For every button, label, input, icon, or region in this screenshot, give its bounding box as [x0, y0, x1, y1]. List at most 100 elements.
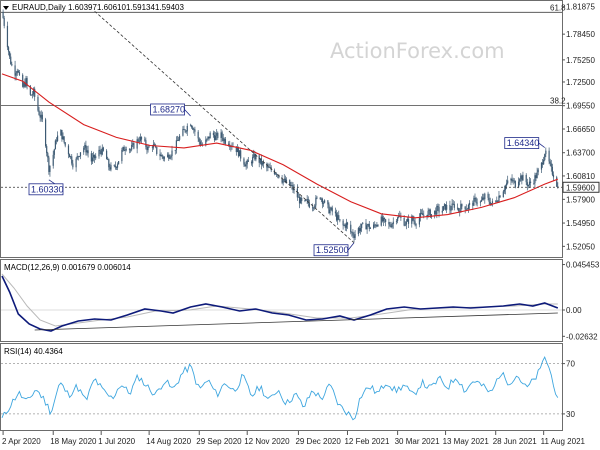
time-axis-label: 28 Jun 2021 — [493, 437, 538, 446]
candle-body — [71, 156, 73, 164]
price-axis-label: 1.81875 — [566, 3, 595, 12]
candle-body — [258, 155, 260, 163]
watermark: ActionForex.com — [330, 39, 505, 63]
price-axis-label: 1.78450 — [566, 30, 595, 39]
ema-path — [1, 73, 558, 219]
candle-body — [368, 223, 370, 229]
candle-body — [296, 188, 298, 198]
candle-body — [170, 156, 172, 158]
candle-body — [426, 214, 428, 217]
candle-body — [413, 220, 415, 222]
candle-body — [316, 197, 318, 199]
candle-body — [464, 206, 466, 210]
candle-body — [206, 138, 208, 140]
candle-body — [456, 207, 459, 209]
candle-body — [114, 165, 116, 168]
candle-body — [407, 218, 410, 224]
candle-body — [541, 162, 544, 165]
candle-body — [351, 232, 353, 234]
fib-levels: 61.8 38.2 — [1, 3, 566, 107]
candle-body — [319, 197, 321, 200]
candle-body — [502, 191, 504, 198]
candle-body — [184, 129, 186, 132]
price-axis-label: 1.63700 — [566, 149, 595, 158]
candle-body — [113, 165, 115, 166]
price-axis-label: 1.57900 — [566, 195, 595, 204]
candle-body — [549, 161, 551, 164]
price-axis-label: 1.75250 — [566, 56, 595, 65]
candle-body — [411, 216, 413, 224]
candle-body — [389, 224, 391, 227]
candle-body — [16, 70, 18, 74]
price-axis-label: 1.72500 — [566, 78, 595, 87]
time-axis: 2 Apr 2020 18 May 2020 1 Jul 2020 14 Aug 20… — [2, 431, 586, 446]
current-price-tag — [562, 181, 600, 193]
price-axis-label: 1.52050 — [566, 242, 595, 251]
time-axis-label: 2 Apr 2020 — [2, 437, 41, 446]
candle-body — [390, 226, 392, 228]
candle-body — [52, 154, 54, 166]
candle-body — [405, 221, 407, 225]
candle-body — [70, 156, 72, 158]
candle-body — [243, 158, 245, 165]
candle-body — [237, 147, 240, 157]
candle-body — [221, 132, 223, 138]
candle-body — [312, 207, 314, 209]
candle-body — [63, 136, 65, 143]
candle-body — [441, 210, 443, 213]
candle-body — [14, 65, 16, 76]
candle-body — [102, 147, 104, 151]
candle-body — [144, 139, 146, 141]
candle-body — [503, 189, 506, 192]
rsi-title: RSI(14) 40.4364 — [4, 347, 63, 356]
candle-body — [34, 88, 36, 97]
candle-body — [26, 78, 28, 86]
chart-title: EURAUD,Daily — [12, 3, 66, 12]
macd-axis-label: 0.045453 — [566, 261, 600, 270]
candle-body — [240, 150, 242, 159]
candle-body — [527, 184, 529, 186]
candle-body — [121, 149, 123, 162]
candle-body — [216, 132, 218, 136]
candle-body — [67, 145, 70, 155]
candle-body — [366, 225, 368, 230]
candle-body — [136, 139, 138, 149]
candle-body — [137, 139, 139, 142]
candle-body — [250, 161, 253, 164]
candle-body — [307, 198, 309, 204]
candle-body — [207, 136, 209, 139]
candle-body — [262, 162, 265, 164]
candle-body — [517, 181, 520, 188]
candle-body — [38, 110, 40, 116]
ohlc-open: 1.60397 — [68, 3, 97, 12]
candle-body — [344, 224, 346, 228]
candle-body — [291, 185, 293, 186]
candle-body — [33, 88, 35, 95]
candle-body — [56, 135, 59, 142]
candle-body — [90, 153, 92, 162]
candle-body — [418, 217, 421, 225]
time-axis-label: 11 Aug 2021 — [541, 437, 586, 446]
candle-body — [139, 136, 142, 141]
time-axis-label: 29 Sep 2020 — [196, 437, 242, 446]
candle-body — [68, 154, 71, 158]
macd-panel-frame — [0, 259, 563, 342]
candle-body — [436, 205, 438, 215]
candle-body — [475, 198, 477, 204]
candle-body — [450, 209, 452, 211]
candle-body — [521, 175, 523, 181]
ohlc-high: 1.60610 — [97, 3, 126, 12]
candle-body — [476, 202, 478, 204]
candle-body — [282, 180, 284, 183]
candle-body — [40, 114, 42, 118]
rsi-line — [1, 355, 559, 421]
candle-body — [468, 202, 471, 205]
candle-body — [361, 223, 363, 229]
candle-body — [72, 163, 74, 168]
candle-body — [437, 205, 439, 207]
candle-body — [283, 178, 285, 181]
candle-body — [513, 180, 515, 182]
candle-body — [46, 146, 48, 154]
candle-body — [442, 206, 444, 211]
